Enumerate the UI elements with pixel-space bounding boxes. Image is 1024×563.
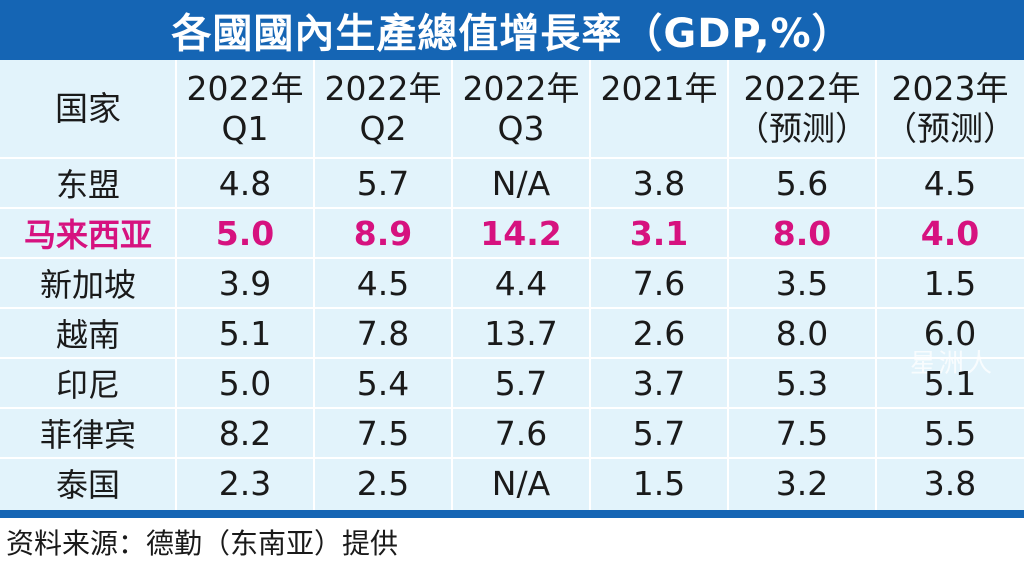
data-cell: 5.7 xyxy=(494,363,548,403)
data-cell: 7.6 xyxy=(494,413,548,453)
column-header-line1: 2022年 xyxy=(186,69,304,108)
footer-bar xyxy=(0,510,1024,518)
data-cell: 5.3 xyxy=(775,363,829,403)
watermark: 星洲人 xyxy=(909,349,994,379)
column-header-line2: Q3 xyxy=(497,109,545,148)
data-cell: 4.8 xyxy=(218,163,272,203)
data-cell: 1.5 xyxy=(923,263,977,303)
data-cell: 5.1 xyxy=(218,313,272,353)
column-divider xyxy=(727,60,729,510)
data-cell: 7.5 xyxy=(775,413,829,453)
data-cell: 5.5 xyxy=(923,413,977,453)
column-divider xyxy=(175,60,177,510)
source-note: 资料来源：德勤（东南亚）提供 xyxy=(6,527,399,560)
data-cell: 5.7 xyxy=(356,163,410,203)
row-divider xyxy=(0,357,1024,359)
data-cell: 3.1 xyxy=(629,213,689,253)
data-cell: 5.4 xyxy=(356,363,410,403)
data-cell: 2.5 xyxy=(356,463,410,503)
column-header-line1: 2021年 xyxy=(600,69,718,108)
country-label: 泰国 xyxy=(55,466,120,504)
column-header-line2 xyxy=(654,109,665,149)
row-divider xyxy=(0,157,1024,159)
row-divider xyxy=(0,407,1024,409)
data-cell: 8.0 xyxy=(775,313,829,353)
row-divider xyxy=(0,457,1024,459)
data-cell: 5.6 xyxy=(775,163,829,203)
data-cell: 5.1 xyxy=(923,363,977,403)
data-cell: 2.6 xyxy=(632,313,686,353)
data-cell: 3.8 xyxy=(923,463,977,503)
data-cell: 8.9 xyxy=(353,213,413,253)
data-cell: N/A xyxy=(491,163,551,203)
column-divider xyxy=(589,60,591,510)
data-cell: 13.7 xyxy=(484,313,558,353)
data-cell: 14.2 xyxy=(480,213,562,253)
column-header: 2023年 （预测） xyxy=(876,60,1024,158)
data-cell: 7.5 xyxy=(356,413,410,453)
column-header: 2021年 xyxy=(590,60,728,158)
data-cell: 4.4 xyxy=(494,263,548,303)
country-label: 印尼 xyxy=(55,366,120,404)
column-header: 2022年 （预测） xyxy=(728,60,876,158)
gdp-table: 星洲人 国家 2022年 Q1 2022年 Q2 2022年 Q3 2021年 2022年 （预… xyxy=(0,60,1024,510)
data-cell: 7.8 xyxy=(356,313,410,353)
country-label: 越南 xyxy=(55,316,120,354)
column-header: 2022年 Q1 xyxy=(176,60,314,158)
column-divider xyxy=(451,60,453,510)
column-header-line1: 2022年 xyxy=(324,69,442,108)
column-header-line2: Q1 xyxy=(221,109,269,148)
data-cell: 5.7 xyxy=(632,413,686,453)
data-cell: 6.0 xyxy=(923,313,977,353)
column-header-line2: （预测） xyxy=(884,109,1016,148)
country-label: 新加坡 xyxy=(39,266,136,304)
data-cell: 4.0 xyxy=(920,213,980,253)
column-header-line2: （预测） xyxy=(736,109,868,148)
data-cell: 3.2 xyxy=(775,463,829,503)
country-label: 东盟 xyxy=(55,166,120,204)
data-cell: 3.5 xyxy=(775,263,829,303)
country-label: 马来西亚 xyxy=(23,216,152,254)
row-divider xyxy=(0,207,1024,209)
data-cell: 3.9 xyxy=(218,263,272,303)
data-cell: 8.0 xyxy=(772,213,832,253)
country-label: 菲律宾 xyxy=(39,416,136,454)
column-header-line1: 2022年 xyxy=(743,69,861,108)
column-divider xyxy=(875,60,877,510)
data-cell: 2.3 xyxy=(218,463,272,503)
title-bar: 各國國內生產總值增長率（GDP,%） xyxy=(0,0,1024,60)
data-cell: 3.8 xyxy=(632,163,686,203)
data-cell: 5.0 xyxy=(215,213,275,253)
column-header-line1: 2022年 xyxy=(462,69,580,108)
data-cell: N/A xyxy=(491,463,551,503)
chart-title: 各國國內生產總值增長率（GDP,%） xyxy=(171,11,853,57)
data-cell: 4.5 xyxy=(356,263,410,303)
column-header: 2022年 Q2 xyxy=(314,60,452,158)
data-cell: 4.5 xyxy=(923,163,977,203)
row-divider xyxy=(0,307,1024,309)
header-country: 国家 xyxy=(55,89,121,128)
data-cell: 5.0 xyxy=(218,363,272,403)
column-header-line1: 2023年 xyxy=(891,69,1009,108)
data-cell: 1.5 xyxy=(632,463,686,503)
data-cell: 3.7 xyxy=(632,363,686,403)
row-divider xyxy=(0,257,1024,259)
column-divider xyxy=(313,60,315,510)
column-header: 2022年 Q3 xyxy=(452,60,590,158)
data-cell: 7.6 xyxy=(632,263,686,303)
data-cell: 8.2 xyxy=(218,413,272,453)
column-header-line2: Q2 xyxy=(359,109,407,148)
